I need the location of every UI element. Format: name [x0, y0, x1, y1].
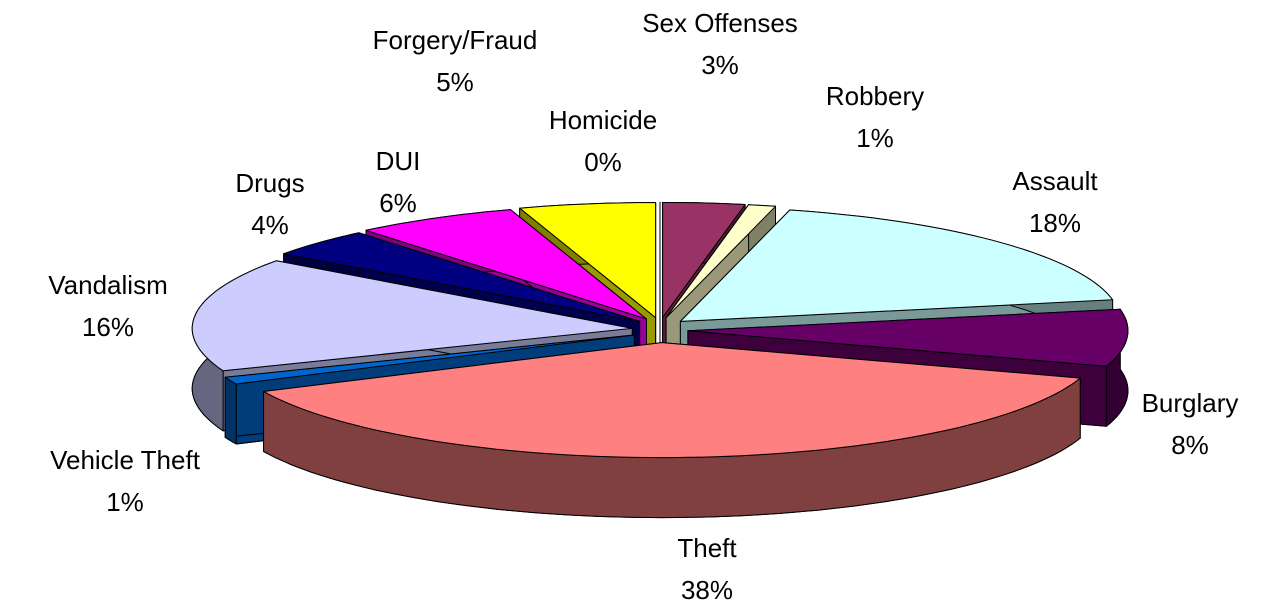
category-label: Vandalism: [48, 270, 167, 300]
category-label: Forgery/Fraud: [373, 25, 538, 55]
slice-top: [665, 204, 776, 319]
value-label: 18%: [1029, 208, 1081, 238]
slice-rim: [224, 376, 237, 445]
slice-top: [191, 260, 633, 372]
slice-top: [224, 334, 635, 385]
value-label: 1%: [856, 123, 894, 153]
category-label: Vehicle Theft: [50, 445, 201, 475]
category-label: Sex Offenses: [642, 8, 798, 38]
slice-top: [263, 342, 1081, 459]
value-label: 5%: [436, 67, 474, 97]
slice-top: [283, 232, 641, 322]
category-label: Assault: [1012, 166, 1098, 196]
category-label: Robbery: [826, 81, 924, 111]
slice: [263, 342, 1081, 519]
value-label: 8%: [1171, 430, 1209, 460]
category-label: Drugs: [235, 168, 304, 198]
category-label: Burglary: [1142, 388, 1239, 418]
value-label: 16%: [82, 312, 134, 342]
slice-top: [687, 308, 1129, 367]
slice-top: [662, 202, 746, 318]
value-label: 1%: [106, 487, 144, 517]
category-label: DUI: [376, 146, 421, 176]
value-label: 0%: [584, 147, 622, 177]
category-label: Homicide: [549, 105, 657, 135]
slice-top: [365, 209, 647, 320]
value-label: 4%: [251, 210, 289, 240]
category-label: Theft: [677, 533, 737, 563]
value-label: 6%: [379, 188, 417, 218]
slice-top: [679, 209, 1114, 322]
value-label: 38%: [681, 575, 733, 605]
value-label: 3%: [701, 50, 739, 80]
slice-top: [519, 202, 657, 319]
